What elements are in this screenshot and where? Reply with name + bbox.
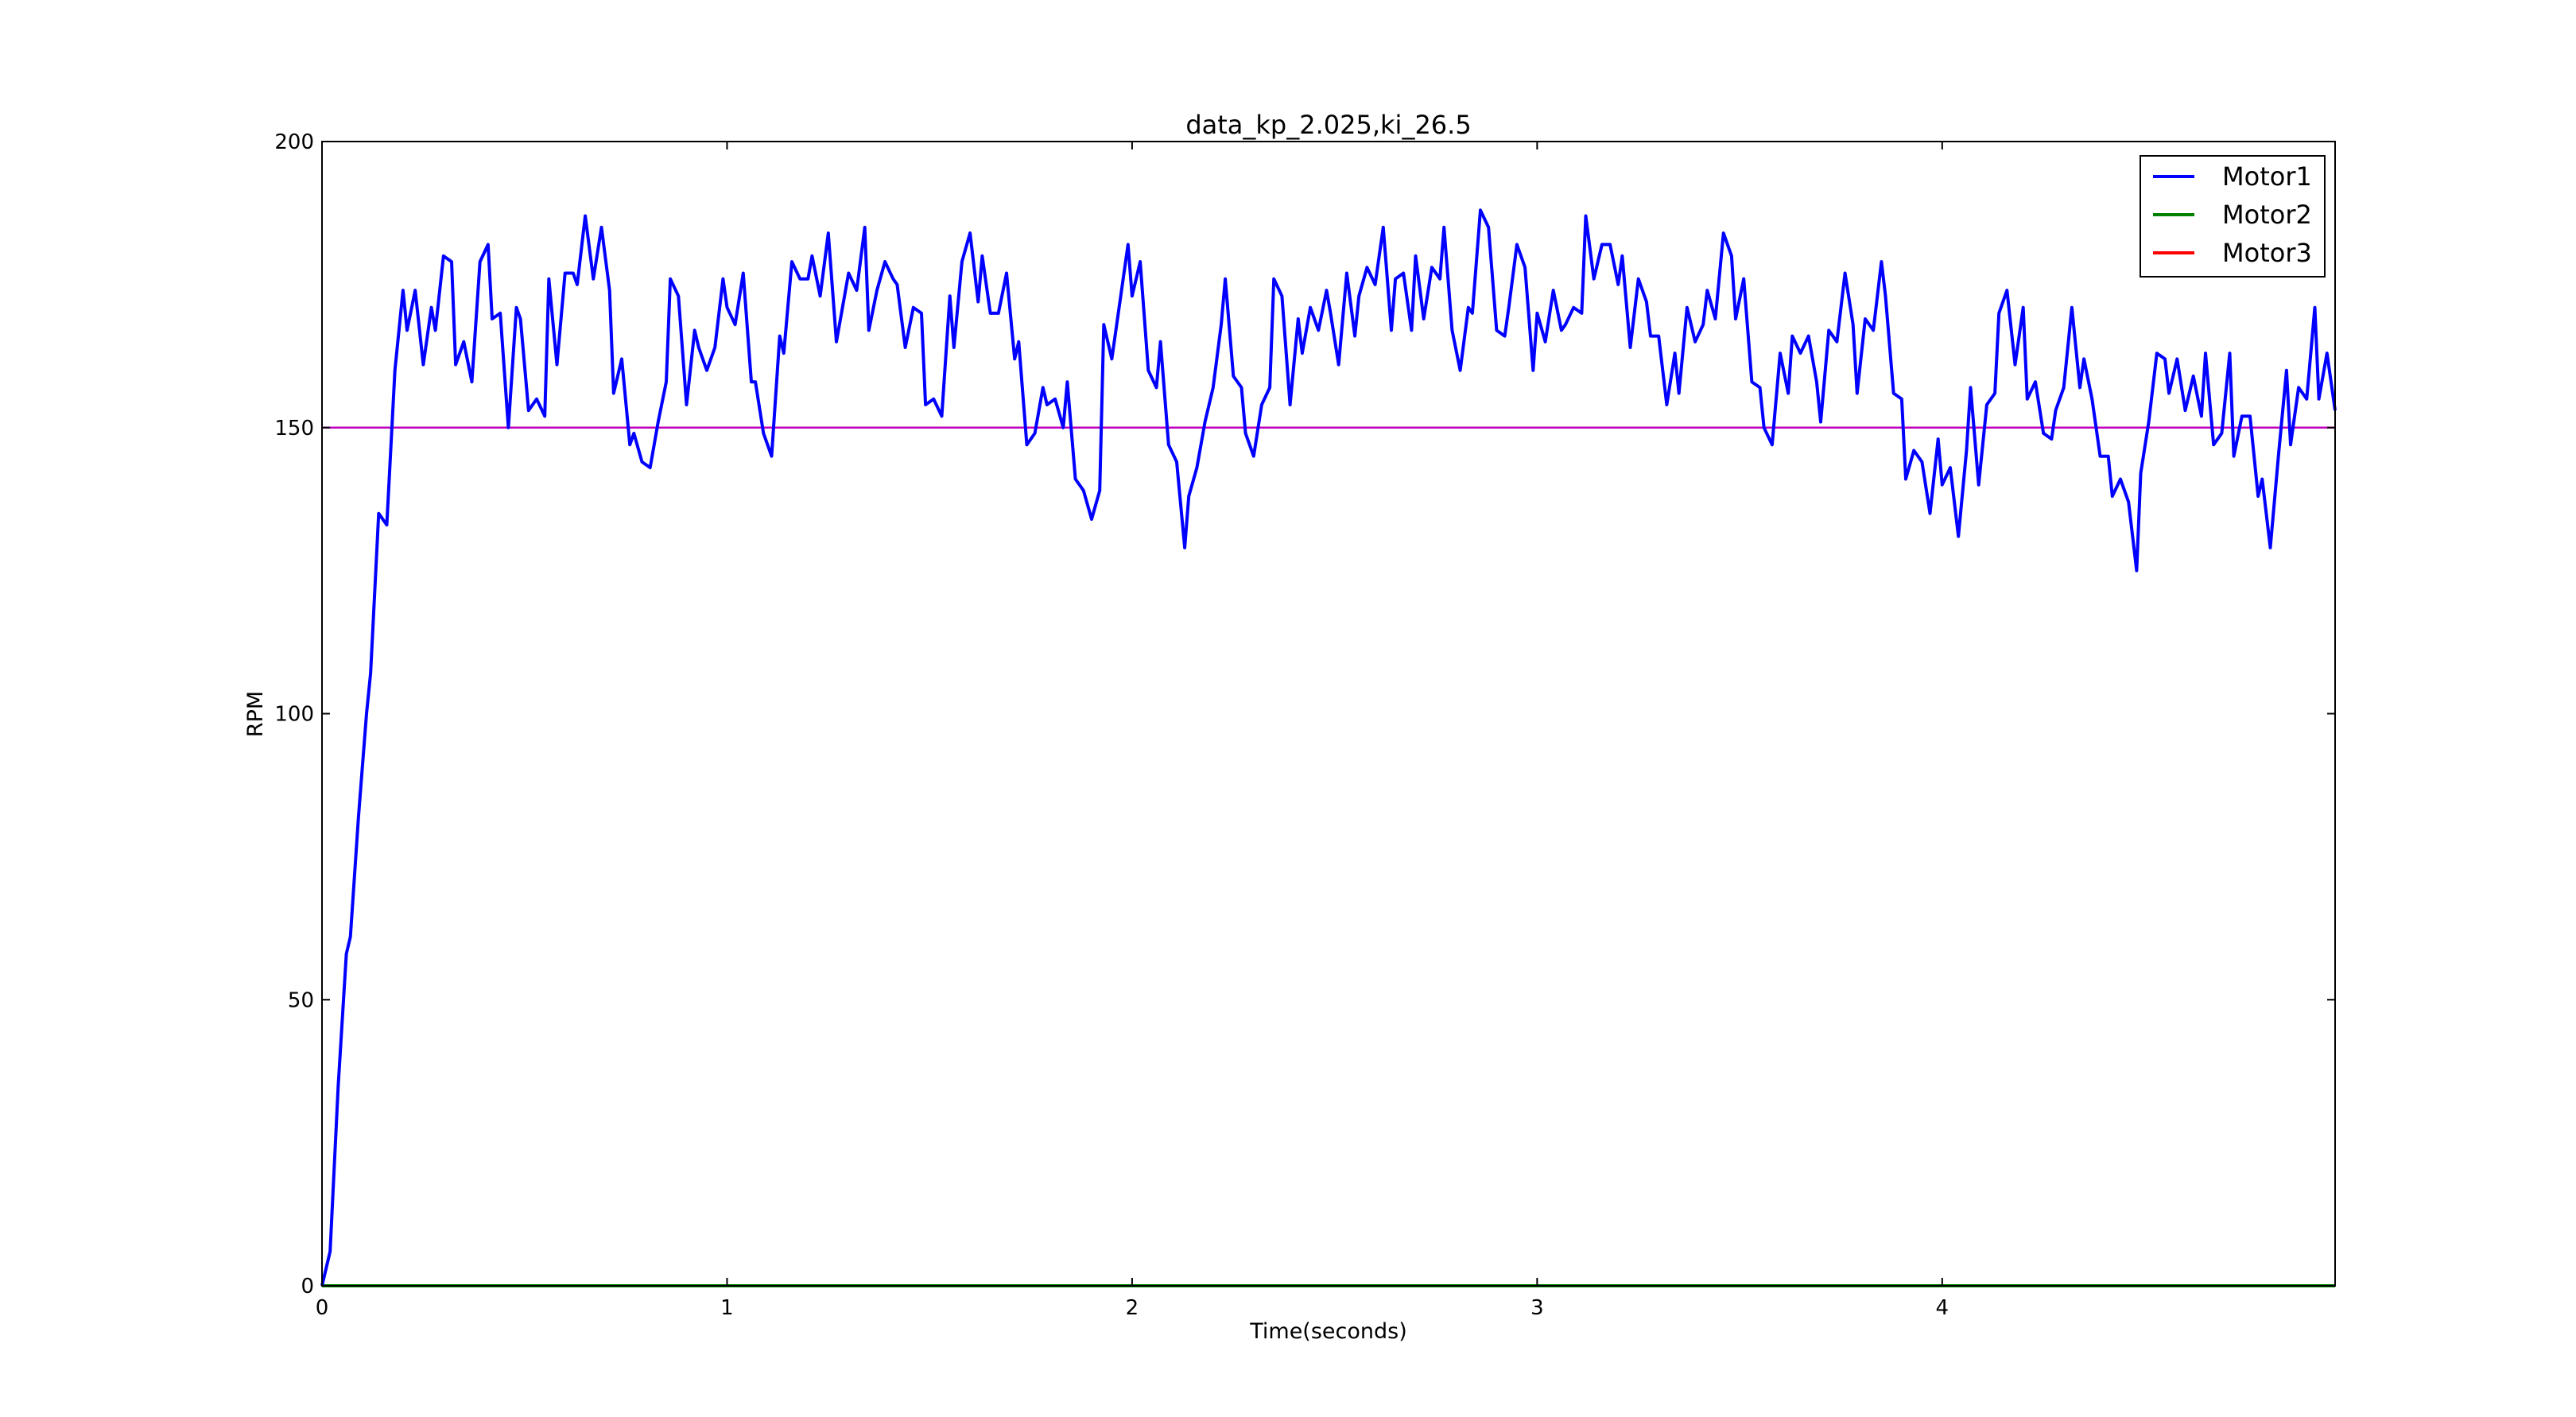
y-tick-label: 0 <box>301 1275 314 1299</box>
legend-label-motor2: Motor2 <box>2222 200 2312 230</box>
y-axis-label: RPM <box>243 691 268 737</box>
x-tick-label: 4 <box>1936 1296 1949 1320</box>
y-tick-label: 150 <box>274 417 314 441</box>
chart-title: data_kp_2.025,ki_26.5 <box>1185 110 1471 140</box>
y-tick-label: 100 <box>274 703 314 727</box>
series-line-motor1 <box>320 208 2337 1287</box>
legend-label-motor3: Motor3 <box>2222 238 2312 268</box>
x-tick-label: 0 <box>316 1296 329 1320</box>
x-axis-label: Time(seconds) <box>1249 1319 1407 1344</box>
x-tick-label: 3 <box>1530 1296 1544 1320</box>
legend-label-motor1: Motor1 <box>2222 161 2312 192</box>
y-tick-label: 50 <box>288 988 314 1012</box>
x-tick-label: 2 <box>1126 1296 1139 1320</box>
legend: Motor1 Motor2 Motor3 <box>2140 155 2326 278</box>
x-tick-label: 1 <box>720 1296 734 1320</box>
legend-entries: Motor1 Motor2 Motor3 <box>2153 161 2312 268</box>
y-tick-label: 200 <box>274 130 314 154</box>
plot-area <box>322 142 2335 1286</box>
tick-layer: 0 1 2 3 4 0 50 100 150 200 <box>274 130 2335 1320</box>
